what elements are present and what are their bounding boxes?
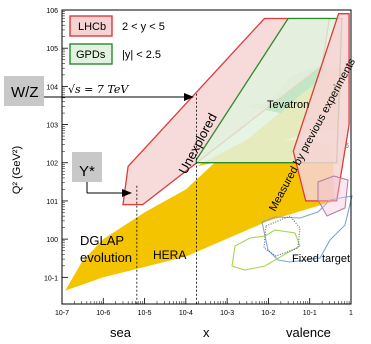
annotation-dglap-line2: evolution [80, 250, 132, 265]
x-tick-label: 10-7 [55, 310, 69, 317]
fixed-target-region-purple [263, 215, 301, 257]
y-tick-label: 101 [46, 199, 58, 206]
region-lhcb-right [292, 13, 350, 202]
legend-range-lhcb: 2 < y < 5 [122, 21, 165, 33]
y-tick-label: 106 [46, 8, 58, 15]
x-tick-label: 10-6 [96, 310, 110, 317]
y-tick-label: 10-1 [44, 275, 58, 282]
wz-callout-label: W/Z [11, 84, 39, 101]
wz-callout-arrowhead [184, 93, 194, 101]
fixed-target-region-lime [231, 229, 301, 271]
y-axis: 10-1 100 101 102 103 104 105 106 [44, 8, 68, 282]
small-six-label: 6 [345, 143, 349, 150]
legend-swatch-gpds [69, 43, 113, 65]
annotation-dglap: DGLAP evolution [80, 233, 132, 265]
legend: LHCb 2 < y < 5 GPDs |y| < 2.5 [69, 15, 165, 65]
ystar-callout-label: Y* [79, 163, 95, 180]
region-hera [65, 139, 335, 291]
x-axis: 10-7 10-6 10-5 10-4 10-3 10-2 10-1 1 [55, 298, 353, 317]
y-tick-label: 105 [46, 46, 58, 53]
fixed-target-region-pink [317, 175, 349, 217]
y-axis-label: Q² (GeV²) [11, 146, 23, 194]
x-tick-label: 1 [349, 310, 353, 317]
energy-label: √s = 7 TeV [68, 83, 129, 96]
y-tick-label: 104 [46, 84, 58, 91]
x-tick-label: 10-1 [303, 310, 317, 317]
fixed-target-outlines [231, 175, 353, 271]
regions-layer [65, 13, 350, 291]
annotation-hera: HERA [153, 248, 186, 262]
plot-frame [61, 9, 352, 305]
x-tick-label: 10-4 [179, 310, 193, 317]
x-tick-label: 10-3 [220, 310, 234, 317]
legend-swatch-lhcb [69, 15, 113, 37]
y-tick-label: 102 [46, 161, 58, 168]
legend-label-lhcb: LHCb [78, 21, 106, 33]
annotation-dglap-line1: DGLAP [80, 233, 124, 248]
annotation-tevatron: Tevatron [267, 99, 309, 111]
ystar-callout-arrowhead [122, 189, 132, 197]
x-region-x: x [203, 325, 210, 340]
legend-label-gpds: GPDs [76, 49, 106, 61]
legend-range-gpds: |y| < 2.5 [122, 49, 161, 61]
x-region-sea: sea [110, 325, 132, 340]
annotation-fixed-target: Fixed target [292, 253, 350, 265]
x-tick-label: 10-2 [261, 310, 275, 317]
fixed-target-region-blue [261, 195, 353, 263]
x-tick-label: 10-5 [138, 310, 152, 317]
wz-callout-box [4, 76, 44, 106]
x-region-valence: valence [286, 325, 331, 340]
ystar-callout-box [72, 152, 102, 182]
y-tick-label: 100 [46, 237, 58, 244]
y-tick-label: 103 [46, 123, 58, 130]
